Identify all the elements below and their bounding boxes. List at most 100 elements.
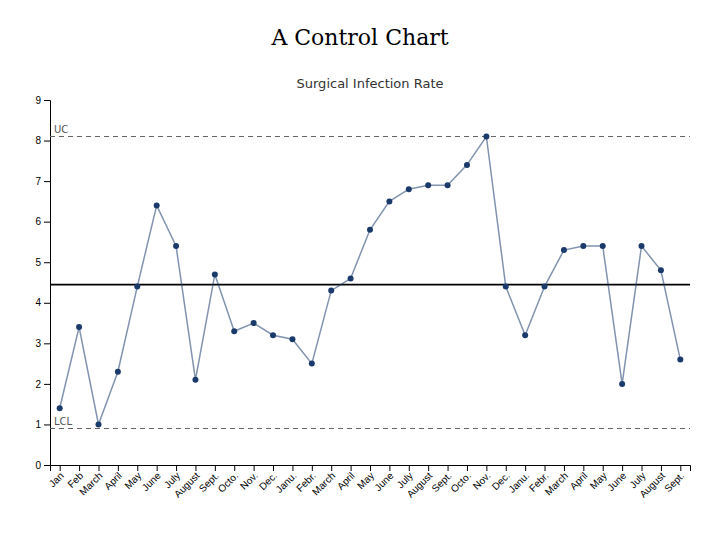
x-tick-mark bbox=[486, 465, 487, 471]
x-tick-label: March bbox=[543, 470, 570, 497]
data-point bbox=[445, 182, 451, 188]
x-tick: Janu. bbox=[506, 465, 531, 495]
x-tick-mark bbox=[157, 465, 158, 471]
data-point bbox=[231, 328, 237, 334]
y-tick: 8 bbox=[35, 135, 50, 146]
y-tick: 0 bbox=[35, 460, 50, 471]
x-tick-label: April bbox=[102, 470, 124, 492]
y-tick-label: 9 bbox=[35, 95, 41, 106]
marks bbox=[50, 134, 690, 429]
control-line bbox=[50, 136, 690, 137]
x-tick-label: April bbox=[335, 470, 357, 492]
y-tick-mark bbox=[44, 222, 50, 223]
x-tick-mark bbox=[234, 465, 235, 471]
x-tick: April bbox=[568, 465, 590, 492]
data-point bbox=[251, 320, 257, 326]
y-tick-mark bbox=[44, 343, 50, 344]
x-tick: Nov. bbox=[238, 465, 260, 492]
x-tick-mark bbox=[545, 465, 546, 471]
x-tick: August bbox=[172, 465, 202, 500]
x-tick: June bbox=[140, 465, 163, 493]
x-tick-label: May bbox=[588, 470, 609, 491]
data-point bbox=[561, 247, 567, 253]
subtitle: Surgical Infection Rate bbox=[297, 76, 444, 91]
data-line bbox=[60, 137, 681, 425]
data-point bbox=[639, 243, 645, 249]
x-tick-mark bbox=[292, 465, 293, 471]
x-tick-mark bbox=[409, 465, 410, 471]
x-tick-label: March bbox=[310, 470, 337, 497]
data-point bbox=[309, 361, 315, 367]
x-tick-mark bbox=[370, 465, 371, 471]
data-point bbox=[658, 267, 664, 273]
control-line-label: UC bbox=[54, 124, 68, 135]
x-tick-mark bbox=[254, 465, 255, 471]
x-tick-mark bbox=[60, 465, 61, 471]
y-axis: 0 1 2 3 4 5 6 7 8 9 bbox=[35, 95, 50, 471]
data-point bbox=[328, 288, 334, 294]
data-point bbox=[580, 243, 586, 249]
y-tick-mark bbox=[44, 303, 50, 304]
x-tick: Jan bbox=[47, 465, 66, 489]
x-tick: Sept. bbox=[662, 465, 686, 494]
data-point bbox=[406, 186, 412, 192]
y-tick: 4 bbox=[35, 297, 50, 308]
x-tick: Nov. bbox=[471, 465, 493, 492]
x-tick: June bbox=[372, 465, 395, 493]
control-line-label: LCL bbox=[54, 416, 73, 427]
x-tick-mark bbox=[195, 465, 196, 471]
y-tick-label: 4 bbox=[35, 297, 41, 308]
data-point bbox=[677, 357, 683, 363]
x-tick-label: June bbox=[605, 470, 628, 493]
x-tick-mark bbox=[137, 465, 138, 471]
x-tick-mark bbox=[79, 465, 80, 471]
data-point bbox=[212, 271, 218, 277]
y-tick-label: 3 bbox=[35, 338, 41, 349]
x-tick-label: June bbox=[372, 470, 395, 493]
y-tick-mark bbox=[44, 424, 50, 425]
x-tick-label: Sept. bbox=[662, 470, 686, 494]
x-tick: April bbox=[102, 465, 124, 492]
x-tick: June bbox=[605, 465, 628, 493]
data-point bbox=[115, 369, 121, 375]
y-tick: 3 bbox=[35, 338, 50, 349]
x-tick-mark bbox=[564, 465, 565, 471]
y-tick-label: 2 bbox=[35, 379, 41, 390]
y-tick-mark bbox=[44, 465, 50, 466]
x-tick: Janu. bbox=[274, 465, 299, 495]
x-tick-mark bbox=[642, 465, 643, 471]
data-point bbox=[483, 134, 489, 140]
y-tick-label: 0 bbox=[35, 460, 41, 471]
y-tick: 7 bbox=[35, 176, 50, 187]
x-tick: March bbox=[310, 465, 337, 497]
x-tick-label: Nov. bbox=[238, 470, 260, 492]
y-tick-label: 5 bbox=[35, 257, 41, 268]
x-tick-mark bbox=[98, 465, 99, 471]
x-tick: March bbox=[77, 465, 104, 497]
y-tick-label: 1 bbox=[35, 419, 41, 430]
data-point bbox=[464, 162, 470, 168]
y-tick-mark bbox=[44, 262, 50, 263]
x-tick: Octo. bbox=[216, 465, 241, 495]
x-tick-mark bbox=[603, 465, 604, 471]
x-tick-mark bbox=[506, 465, 507, 471]
x-tick-mark bbox=[118, 465, 119, 471]
plot: 0123456789JanFebMarchAprilMayJuneJulyAug… bbox=[35, 76, 690, 500]
control-line bbox=[50, 284, 690, 286]
data-point bbox=[386, 198, 392, 204]
y-tick: 6 bbox=[35, 216, 50, 227]
x-tick: August bbox=[405, 465, 435, 500]
x-tick-label: Nov. bbox=[471, 470, 493, 492]
data-point bbox=[503, 284, 509, 290]
data-point bbox=[134, 284, 140, 290]
data-point bbox=[192, 377, 198, 383]
x-tick-mark bbox=[176, 465, 177, 471]
x-tick-label: Janu. bbox=[506, 470, 531, 495]
x-tick-mark bbox=[583, 465, 584, 471]
data-point bbox=[367, 227, 373, 233]
data-point bbox=[57, 405, 63, 411]
y-tick-mark bbox=[44, 384, 50, 385]
x-tick-mark bbox=[622, 465, 623, 471]
x-tick-label: May bbox=[355, 470, 376, 491]
data-point bbox=[600, 243, 606, 249]
